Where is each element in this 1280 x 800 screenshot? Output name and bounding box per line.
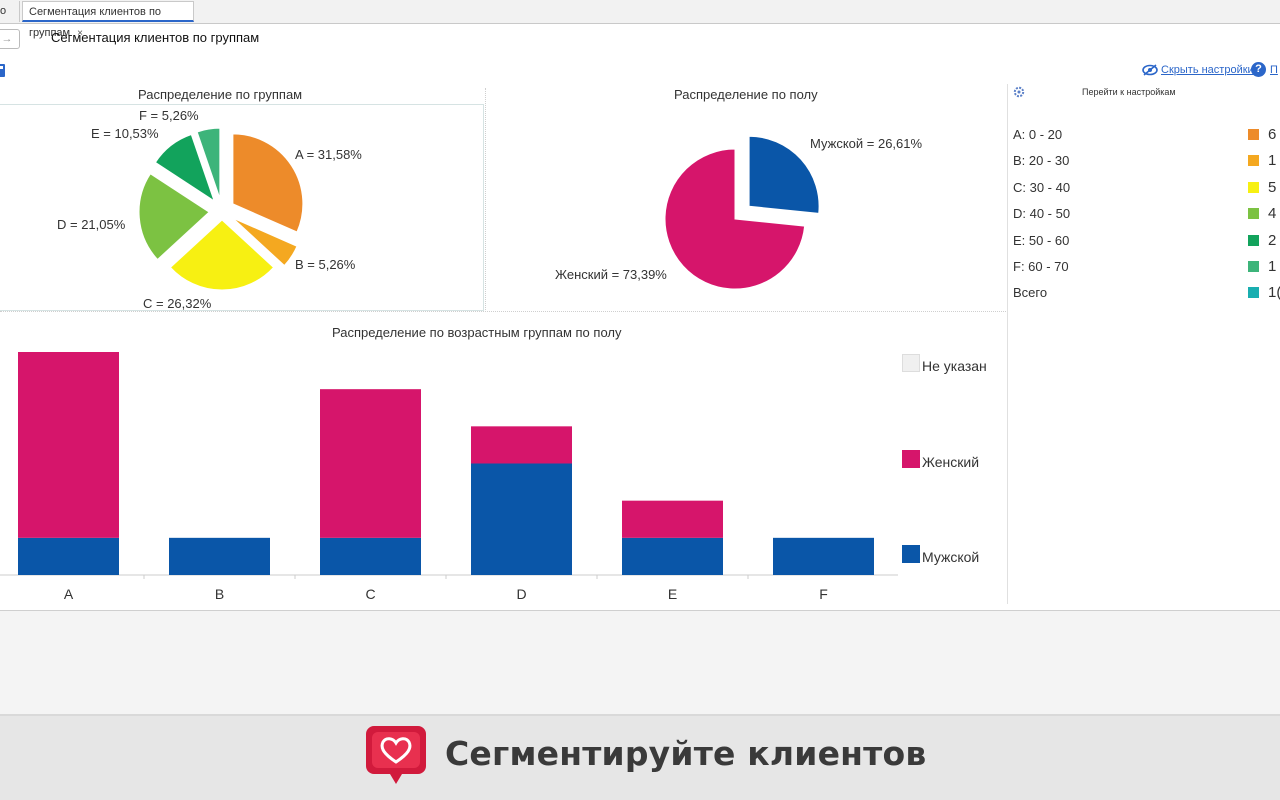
- age-group-count: 1(: [1268, 284, 1280, 302]
- age-group-swatch: [1248, 234, 1259, 246]
- age-group-count: 5: [1268, 178, 1277, 196]
- pie-chart-groups: [138, 127, 304, 291]
- bar-F-0: [773, 537, 874, 575]
- age-group-count: 6: [1268, 126, 1277, 143]
- pie-label-b: B = 5,26%: [295, 257, 356, 272]
- banner-title: Сегментируйте клиентов: [445, 734, 927, 773]
- age-group-swatch: [1248, 181, 1259, 193]
- heart-chat-icon: [366, 726, 426, 784]
- eye-slash-icon[interactable]: [1142, 64, 1158, 76]
- pie-label-a: A = 31,58%: [295, 147, 362, 162]
- tab-previous-label: о: [0, 5, 7, 17]
- chart-title-age-gender: Распределение по возрастным группам по п…: [332, 325, 622, 340]
- pie-label-female: Женский = 73,39%: [555, 267, 667, 282]
- hide-settings-link[interactable]: Скрыть настройки: [1161, 64, 1254, 76]
- pie-label-d: D = 21,05%: [57, 217, 126, 232]
- save-icon[interactable]: [0, 64, 5, 77]
- bar-B-0: [169, 537, 270, 575]
- settings-divider: [1007, 84, 1008, 604]
- pie-groups-slice-0: [232, 133, 304, 233]
- pie-chart-gender: [664, 135, 820, 290]
- bar-E-1: [622, 500, 723, 538]
- age-group-label: B: 20 - 30: [1013, 153, 1070, 169]
- x-tick-label: F: [819, 586, 828, 602]
- pie-label-male: Мужской = 26,61%: [810, 136, 923, 151]
- goto-settings-link[interactable]: Перейти к настройкам: [1082, 87, 1176, 97]
- legend-swatch-unspecified: [902, 354, 920, 372]
- tab-segmentation[interactable]: Сегментация клиентов по группам ×: [22, 1, 194, 39]
- pie-groups-slice-5: [196, 127, 221, 199]
- tab-segmentation-label: Сегментация клиентов по группам: [29, 6, 162, 39]
- page-title: Сегментация клиентов по группам: [51, 30, 260, 45]
- divider: [0, 311, 1006, 312]
- pie-groups-slice-1: [232, 217, 298, 267]
- arrow-right-icon: →: [1, 33, 13, 45]
- pie-label-e: E = 10,53%: [91, 126, 159, 141]
- age-group-label: D: 40 - 50: [1013, 206, 1071, 222]
- age-group-label: F: 60 - 70: [1013, 259, 1069, 274]
- bar-C-1: [320, 389, 421, 538]
- x-tick-label: E: [668, 586, 677, 602]
- divider: [0, 610, 1280, 611]
- bar-C-0: [320, 537, 421, 575]
- chart-title-gender: Распределение по полу: [674, 87, 818, 102]
- x-tick-label: B: [215, 586, 224, 602]
- age-group-label: C: 30 - 40: [1013, 179, 1071, 195]
- pie-groups-slice-2: [169, 219, 275, 291]
- help-link[interactable]: П: [1270, 64, 1278, 76]
- age-group-label: Всего: [1013, 285, 1048, 301]
- age-group-swatch: [1248, 155, 1259, 167]
- pie-label-c: C = 26,32%: [143, 296, 212, 311]
- divider: [485, 88, 486, 310]
- x-tick-label: C: [365, 586, 375, 602]
- help-icon[interactable]: ?: [1251, 62, 1266, 77]
- bar-chart-age-gender: A B C D E F: [0, 352, 898, 602]
- chart-title-groups: Распределение по группам: [138, 87, 303, 102]
- age-group-swatch: [1248, 287, 1259, 299]
- navigate-forward-button[interactable]: →: [0, 29, 20, 49]
- age-group-swatch: [1248, 261, 1259, 272]
- age-group-count: 4: [1268, 205, 1277, 223]
- age-group-swatch: [1248, 208, 1259, 220]
- legend-swatch-female: [902, 450, 920, 468]
- age-group-label: A: 0 - 20: [1013, 127, 1063, 142]
- legend-label-female: Женский: [922, 454, 980, 470]
- pie-groups-slice-3: [138, 173, 210, 261]
- bar-A-0: [18, 537, 119, 575]
- age-group-count: 1: [1268, 258, 1277, 275]
- age-group-swatch: [1248, 129, 1259, 140]
- bar-E-0: [622, 537, 723, 575]
- promo-banner: [0, 714, 1280, 800]
- legend-swatch-male: [902, 545, 920, 563]
- bar-A-1: [18, 352, 119, 538]
- pie-gender-slice-0: [748, 135, 820, 214]
- group-chart-frame: [0, 104, 484, 311]
- tab-bar: [0, 0, 1280, 24]
- pie-groups-slice-4: [154, 133, 215, 202]
- legend-label-unspecified: Не указан: [922, 358, 987, 374]
- empty-area: [0, 611, 1280, 714]
- age-group-label: E: 50 - 60: [1013, 232, 1070, 248]
- age-group-count: 2: [1268, 231, 1277, 249]
- pie-label-f: F = 5,26%: [139, 108, 199, 123]
- bar-D-0: [471, 463, 572, 575]
- legend-label-male: Мужской: [922, 549, 980, 565]
- age-group-count: 1: [1268, 152, 1277, 170]
- bar-D-1: [471, 426, 572, 464]
- close-icon[interactable]: ×: [77, 28, 84, 39]
- pie-gender-slice-1: [664, 148, 806, 290]
- x-tick-label: D: [516, 586, 526, 602]
- x-tick-label: A: [64, 586, 74, 602]
- gear-icon[interactable]: [1013, 86, 1025, 98]
